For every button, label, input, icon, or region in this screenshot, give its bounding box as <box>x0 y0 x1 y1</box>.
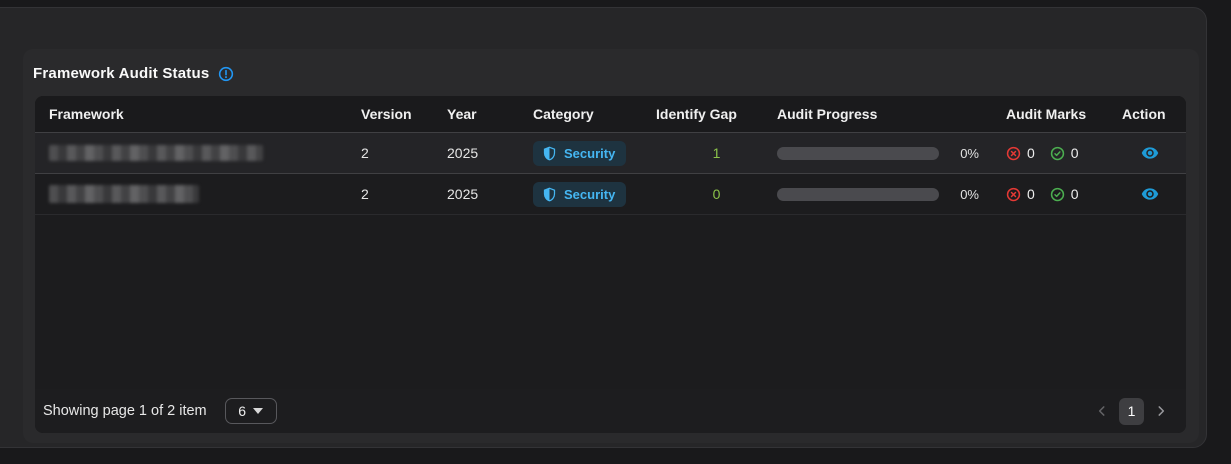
pagination: 1 <box>1095 397 1168 425</box>
progress-bar <box>777 146 939 160</box>
table-header-row: Framework Version Year Category Identify… <box>35 96 1186 133</box>
progress-percent-label: 0% <box>960 145 979 161</box>
cell-audit-progress: 0% <box>777 187 1006 202</box>
eye-icon <box>1141 147 1159 159</box>
card-title-row: Framework Audit Status <box>33 65 234 82</box>
failed-marks-count: 0 <box>1027 186 1035 202</box>
check-circle-icon <box>1050 146 1064 160</box>
cell-audit-marks: 0 0 <box>1006 145 1122 161</box>
info-icon[interactable] <box>218 66 234 82</box>
eye-icon <box>1141 188 1159 200</box>
redacted-framework-name <box>49 145 263 161</box>
cell-identify-gap: 1 <box>712 145 721 161</box>
page-size-value: 6 <box>238 403 247 419</box>
redacted-framework-name <box>49 185 199 203</box>
header-version: Version <box>361 106 412 122</box>
passed-marks-group: 0 <box>1050 145 1079 161</box>
header-audit-marks: Audit Marks <box>1006 106 1087 122</box>
passed-marks-group: 0 <box>1050 186 1079 202</box>
header-audit-progress: Audit Progress <box>777 106 878 122</box>
cell-action <box>1122 142 1186 164</box>
showing-page-text: Showing page 1 of 2 item <box>43 403 207 419</box>
cell-framework <box>49 145 361 161</box>
header-identify-gap: Identify Gap <box>656 106 737 122</box>
cross-circle-icon <box>1006 187 1021 201</box>
cell-audit-progress: 0% <box>777 146 1006 161</box>
header-framework: Framework <box>49 106 124 122</box>
category-badge-label: Security <box>564 145 616 161</box>
progress-percent-label: 0% <box>960 186 979 202</box>
check-circle-icon <box>1050 187 1064 201</box>
chevron-right-icon <box>1158 406 1165 416</box>
cross-circle-icon <box>1006 146 1021 160</box>
page-size-dropdown[interactable]: 6 <box>224 398 277 424</box>
table-row[interactable]: 2 2025 Security 1 0% <box>35 133 1186 174</box>
progress-bar <box>777 187 939 201</box>
failed-marks-group: 0 <box>1006 186 1035 202</box>
audit-table: Framework Version Year Category Identify… <box>35 96 1186 433</box>
cell-year: 2025 <box>447 186 479 202</box>
page-title: Framework Audit Status <box>33 65 210 82</box>
framework-audit-card: Framework Audit Status Framework Version… <box>23 49 1199 443</box>
view-button[interactable] <box>1136 183 1164 205</box>
header-year: Year <box>447 106 477 122</box>
shield-icon <box>543 187 556 201</box>
cell-audit-marks: 0 0 <box>1006 186 1122 202</box>
previous-page-button[interactable] <box>1095 404 1109 418</box>
passed-marks-count: 0 <box>1070 145 1079 161</box>
header-category: Category <box>533 106 594 122</box>
failed-marks-count: 0 <box>1027 145 1035 161</box>
header-action: Action <box>1122 106 1166 122</box>
cell-year: 2025 <box>447 145 479 161</box>
next-page-button[interactable] <box>1154 404 1168 418</box>
chevron-left-icon <box>1098 406 1105 416</box>
cell-category: Security <box>533 181 656 207</box>
cell-identify-gap: 0 <box>712 186 721 202</box>
cell-action <box>1122 183 1186 205</box>
table-footer: Showing page 1 of 2 item 6 1 <box>35 389 1186 433</box>
cell-version: 2 <box>361 186 369 202</box>
outer-panel: Framework Audit Status Framework Version… <box>0 7 1207 448</box>
table-empty-area <box>35 215 1186 389</box>
passed-marks-count: 0 <box>1070 186 1079 202</box>
view-button[interactable] <box>1136 142 1164 164</box>
category-badge-label: Security <box>564 186 616 202</box>
chevron-down-icon <box>253 408 264 414</box>
current-page-button[interactable]: 1 <box>1119 397 1144 425</box>
cell-category: Security <box>533 140 656 166</box>
category-badge: Security <box>533 140 627 166</box>
category-badge: Security <box>533 181 627 207</box>
table-row[interactable]: 2 2025 Security 0 0% <box>35 174 1186 215</box>
cell-version: 2 <box>361 145 369 161</box>
shield-icon <box>543 146 556 160</box>
cell-framework <box>49 185 361 203</box>
failed-marks-group: 0 <box>1006 145 1035 161</box>
